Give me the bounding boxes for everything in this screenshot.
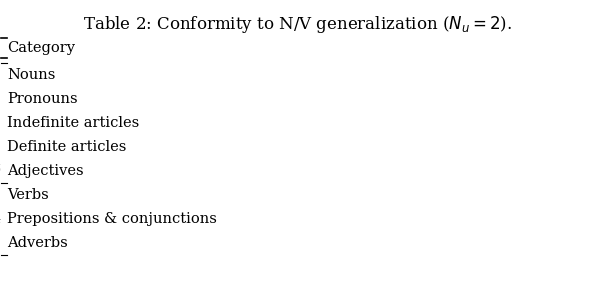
Text: 0.957: 0.957 (0, 92, 1, 106)
Text: 0.981: 0.981 (0, 116, 1, 130)
Text: 8: 8 (0, 236, 1, 250)
Text: 462: 462 (0, 92, 1, 106)
Text: $P_c$: $P_c$ (0, 39, 1, 57)
Text: Verbs: Verbs (7, 188, 49, 202)
Text: 442: 442 (0, 92, 1, 106)
Text: Table 2: Conformity to N/V generalization ($N_u = 2$).: Table 2: Conformity to N/V generalizatio… (83, 14, 513, 35)
Text: 8184: 8184 (0, 212, 1, 226)
Text: 16115: 16115 (0, 68, 1, 82)
Text: 7859: 7859 (0, 212, 1, 226)
Text: $N_r$: $N_r$ (0, 39, 1, 57)
Text: 0.960: 0.960 (0, 212, 1, 226)
Text: 0.958: 0.958 (0, 188, 1, 202)
Text: Definite articles: Definite articles (7, 140, 126, 154)
Text: 2237: 2237 (0, 164, 1, 178)
Text: Adverbs: Adverbs (7, 236, 68, 250)
Text: Pronouns: Pronouns (7, 92, 77, 106)
Text: Category: Category (7, 41, 75, 55)
Text: 762: 762 (0, 140, 1, 154)
Text: 3558: 3558 (0, 188, 1, 202)
Text: $N_w$: $N_w$ (0, 39, 1, 57)
Text: 13: 13 (0, 236, 1, 250)
Text: 0.956: 0.956 (0, 140, 1, 154)
Text: 2543: 2543 (0, 164, 1, 178)
Text: 0.880: 0.880 (0, 164, 1, 178)
Text: 7248: 7248 (0, 116, 1, 130)
Text: Nouns: Nouns (7, 68, 55, 82)
Text: 3409: 3409 (0, 188, 1, 202)
Text: 7107: 7107 (0, 116, 1, 130)
Text: 0.969: 0.969 (0, 68, 1, 82)
Text: 0.615: 0.615 (0, 236, 1, 250)
Text: 797: 797 (0, 140, 1, 154)
Text: Indefinite articles: Indefinite articles (7, 116, 139, 130)
Text: 16683: 16683 (0, 68, 1, 82)
Text: Adjectives: Adjectives (7, 164, 84, 178)
Text: Prepositions & conjunctions: Prepositions & conjunctions (7, 212, 217, 226)
